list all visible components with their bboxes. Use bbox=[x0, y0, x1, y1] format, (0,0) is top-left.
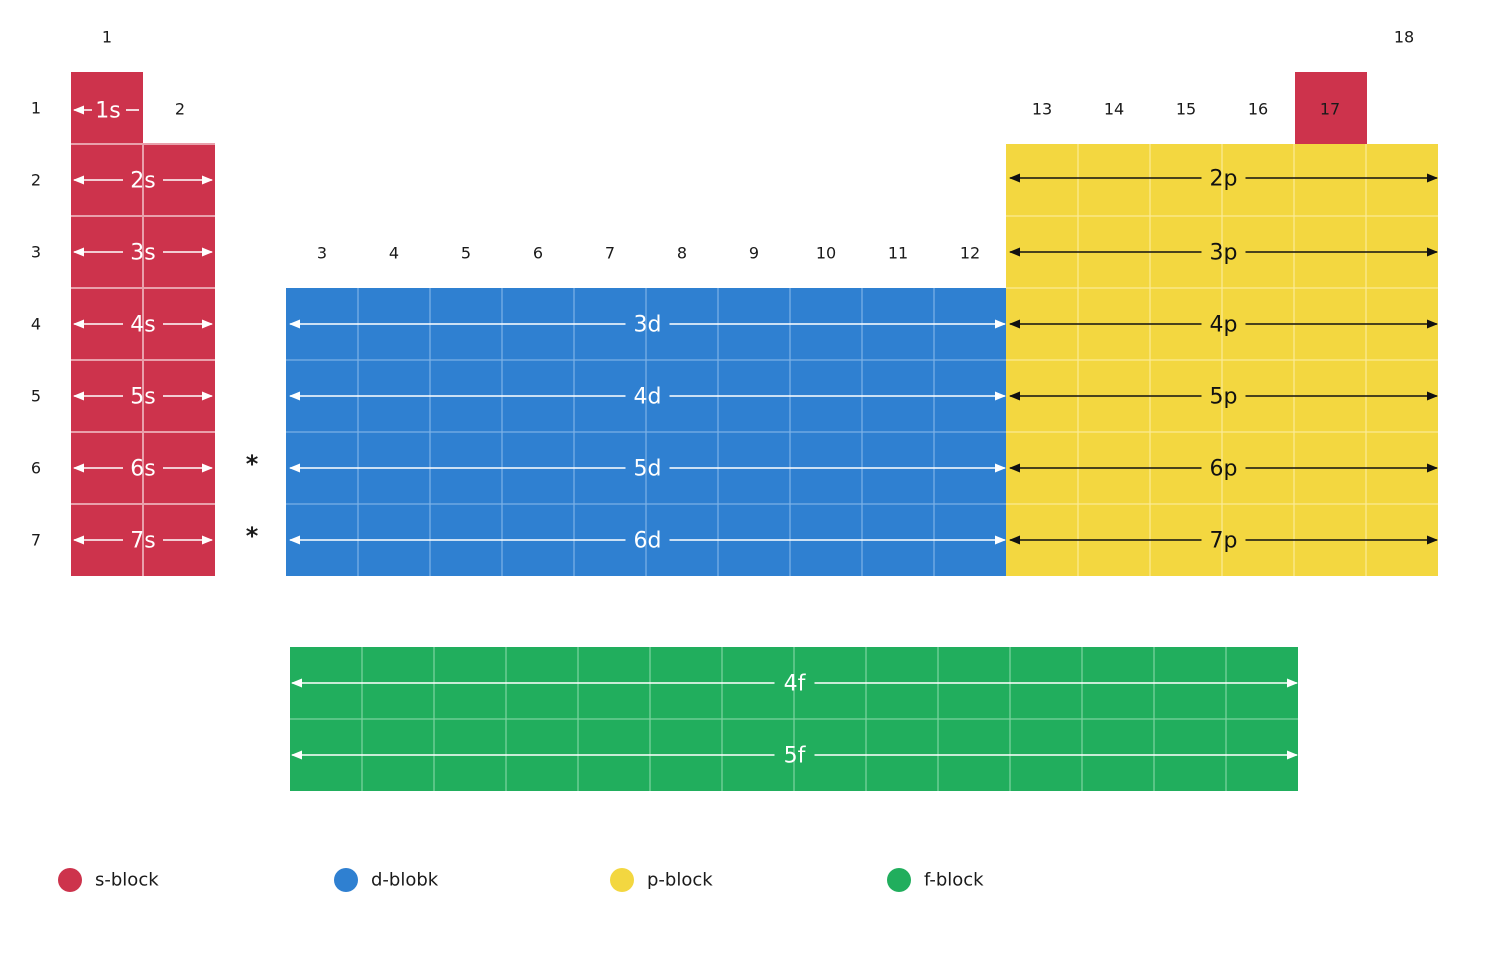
orbital-7s: 7s bbox=[72, 529, 214, 554]
orbital-3s-label: 3s bbox=[130, 241, 155, 266]
orbital-5d-label: 5d bbox=[634, 457, 662, 482]
orbital-6d-label: 6d bbox=[634, 529, 662, 554]
group-number: 8 bbox=[677, 244, 687, 263]
orbital-3d: 3d bbox=[288, 313, 1007, 338]
orbital-2p: 2p bbox=[1008, 167, 1439, 192]
legend-swatch bbox=[887, 868, 911, 892]
group-number: 5 bbox=[461, 244, 471, 263]
period-number: 6 bbox=[31, 459, 41, 478]
orbital-4d: 4d bbox=[288, 385, 1007, 410]
p-block bbox=[1006, 144, 1438, 576]
orbital-3p: 3p bbox=[1008, 241, 1439, 266]
group-number: 6 bbox=[533, 244, 543, 263]
legend-item: p-block bbox=[610, 868, 713, 892]
d-block bbox=[286, 288, 1006, 576]
legend-label: p-block bbox=[647, 870, 713, 891]
orbital-1s-label: 1s bbox=[95, 99, 120, 124]
orbital-6d: 6d bbox=[288, 529, 1007, 554]
period-number: 7 bbox=[31, 531, 41, 550]
orbital-5p-label: 5p bbox=[1210, 385, 1238, 410]
group-number: 17 bbox=[1320, 100, 1340, 119]
group-number: 2 bbox=[175, 100, 185, 119]
group-number: 10 bbox=[816, 244, 836, 263]
orbital-7p-label: 7p bbox=[1210, 529, 1238, 554]
orbital-5s: 5s bbox=[72, 385, 214, 410]
orbital-2p-label: 2p bbox=[1210, 167, 1238, 192]
orbital-6s: 6s bbox=[72, 457, 214, 482]
orbital-he-1s: 1s bbox=[1372, 98, 1439, 123]
legend-label: s-block bbox=[95, 870, 159, 891]
group-number: 14 bbox=[1104, 100, 1124, 119]
orbital-7p: 7p bbox=[1008, 529, 1439, 554]
group-number: 13 bbox=[1032, 100, 1052, 119]
orbital-6s-label: 6s bbox=[130, 457, 155, 482]
legend-label: f-block bbox=[924, 870, 984, 891]
blocks-layer bbox=[71, 72, 1438, 791]
orbital-5f: 5f bbox=[290, 744, 1299, 769]
group-number: 16 bbox=[1248, 100, 1268, 119]
orbital-3p-label: 3p bbox=[1210, 241, 1238, 266]
orbital-3s: 3s bbox=[72, 241, 214, 266]
orbital-4f-label: 4f bbox=[784, 672, 807, 697]
orbital-4s-label: 4s bbox=[130, 313, 155, 338]
legend-swatch bbox=[334, 868, 358, 892]
group-number: 12 bbox=[960, 244, 980, 263]
orbital-1s: 1s bbox=[72, 99, 139, 124]
orbital-4d-label: 4d bbox=[634, 385, 662, 410]
f-block bbox=[290, 647, 1298, 791]
period-number: 3 bbox=[31, 243, 41, 262]
orbital-2s: 2s bbox=[72, 169, 214, 194]
period-number: 4 bbox=[31, 315, 41, 334]
orbital-he-1s-label: 1s bbox=[1391, 98, 1416, 123]
orbital-5p: 5p bbox=[1008, 385, 1439, 410]
period-number: 1 bbox=[31, 99, 41, 118]
f-block-marker: * bbox=[246, 450, 259, 478]
orbital-6p: 6p bbox=[1008, 457, 1439, 482]
group-number: 4 bbox=[389, 244, 399, 263]
period-number: 2 bbox=[31, 171, 41, 190]
group-number: 11 bbox=[888, 244, 908, 263]
orbital-5d: 5d bbox=[288, 457, 1007, 482]
group-number: 18 bbox=[1394, 28, 1414, 47]
orbital-2s-label: 2s bbox=[130, 169, 155, 194]
legend: s-block d-blobk p-block f-block bbox=[58, 868, 984, 892]
legend-item: f-block bbox=[887, 868, 984, 892]
s-block bbox=[71, 72, 1367, 576]
legend-label: d-blobk bbox=[371, 870, 439, 891]
orbital-5s-label: 5s bbox=[130, 385, 155, 410]
legend-swatch bbox=[610, 868, 634, 892]
legend-swatch bbox=[58, 868, 82, 892]
orbital-3d-label: 3d bbox=[634, 313, 662, 338]
orbital-4p: 4p bbox=[1008, 313, 1439, 338]
group-number: 9 bbox=[749, 244, 759, 263]
orbital-4s: 4s bbox=[72, 313, 214, 338]
orbital-7s-label: 7s bbox=[130, 529, 155, 554]
group-number: 1 bbox=[102, 28, 112, 47]
f-block-marker: * bbox=[246, 522, 259, 550]
orbital-4f: 4f bbox=[290, 672, 1299, 697]
legend-item: s-block bbox=[58, 868, 159, 892]
orbital-5f-label: 5f bbox=[784, 744, 807, 769]
orbital-4p-label: 4p bbox=[1210, 313, 1238, 338]
orbital-6p-label: 6p bbox=[1210, 457, 1238, 482]
helium-s-cell bbox=[1295, 72, 1367, 144]
group-number: 7 bbox=[605, 244, 615, 263]
period-number: 5 bbox=[31, 387, 41, 406]
legend-item: d-blobk bbox=[334, 868, 439, 892]
group-number: 3 bbox=[317, 244, 327, 263]
group-number: 15 bbox=[1176, 100, 1196, 119]
